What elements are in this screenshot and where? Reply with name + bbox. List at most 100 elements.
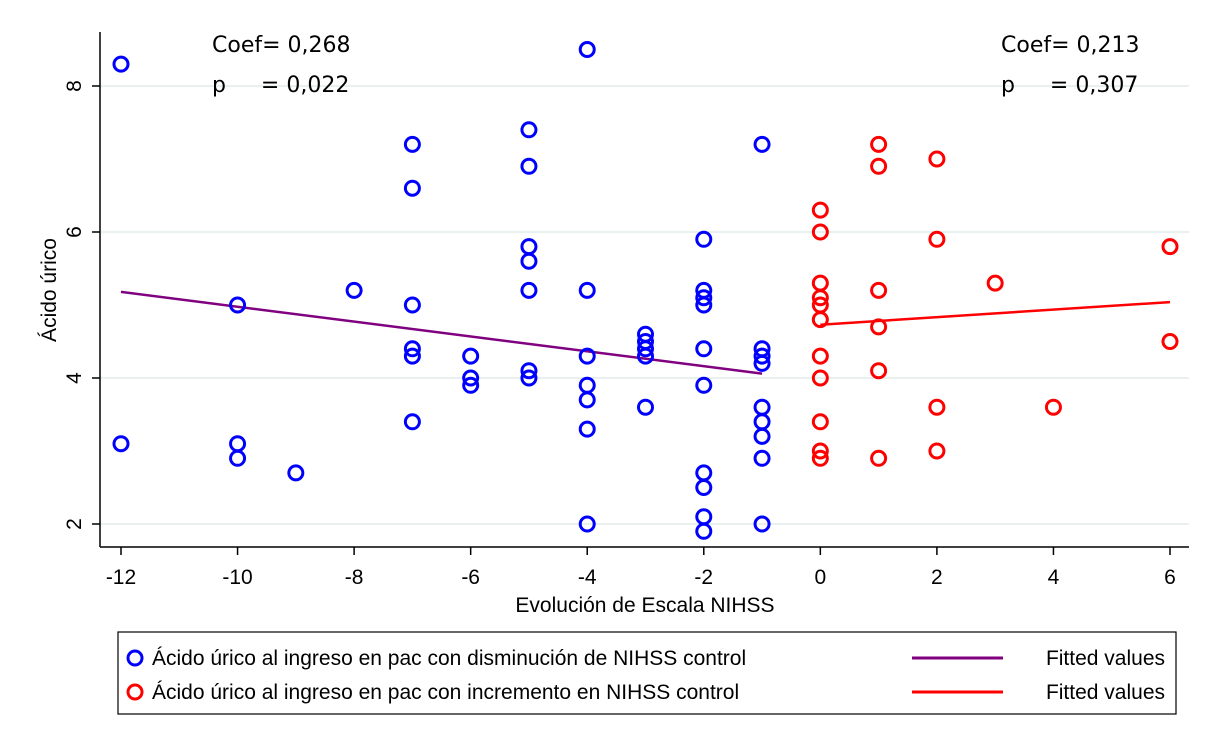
data-point-series-1-10: [403, 340, 421, 358]
data-point-series-2-10: [811, 449, 829, 467]
data-point-series-2-16: [870, 449, 888, 467]
data-point-series-2-18: [928, 230, 946, 248]
data-point-series-1-16: [520, 121, 538, 139]
y-tick-label-1: 4: [63, 372, 86, 384]
data-point-series-2-20: [928, 442, 946, 460]
data-point-series-1-45: [753, 135, 771, 153]
data-point-series-1-47: [753, 347, 771, 365]
data-point-series-1-25: [578, 347, 596, 365]
data-point-series-2-22: [1044, 398, 1062, 416]
data-point-series-2-8: [811, 413, 829, 431]
x-tick-label-4: -4: [578, 566, 597, 589]
legend-label-fit-1: Fitted values: [1046, 647, 1165, 670]
x-axis-title: Evolución de Escala NIHSS: [515, 594, 774, 617]
left-coef-label: Coef= 0,268: [212, 33, 351, 58]
data-point-series-2-24: [1161, 333, 1179, 350]
data-point-series-1-11: [403, 347, 421, 365]
data-point-series-1-32: [637, 340, 654, 358]
data-point-series-1-42: [695, 479, 713, 496]
x-tick-label-0: -12: [106, 566, 136, 589]
y-axis-title: Ácido úrico: [38, 238, 61, 342]
data-point-series-1-35: [695, 230, 713, 248]
data-point-series-1-33: [637, 347, 654, 365]
right-p-label: p = 0,307: [1001, 73, 1138, 98]
data-point-series-2-0: [811, 201, 829, 219]
y-axis-ticks: 2 4 6 8: [63, 80, 100, 530]
x-tick-label-1: -10: [222, 566, 252, 589]
legend-label-series-1: Ácido úrico al ingreso en pac con dismin…: [152, 647, 746, 670]
data-point-series-2-9: [811, 442, 829, 460]
data-point-series-1-23: [578, 41, 596, 58]
data-point-series-1-27: [578, 391, 596, 409]
y-tick-label-2: 6: [63, 226, 86, 238]
data-point-series-1-0: [112, 55, 130, 73]
data-point-series-1-6: [345, 281, 363, 299]
data-point-series-2-15: [870, 362, 888, 380]
data-point-series-2-17: [928, 150, 946, 168]
x-tick-label-2: -8: [345, 566, 364, 589]
legend-marker-blue: [126, 649, 144, 667]
data-point-series-1-22: [520, 369, 538, 387]
data-point-series-1-5: [287, 464, 305, 482]
data-point-series-1-40: [695, 376, 713, 394]
data-point-series-1-19: [520, 252, 538, 270]
legend-marker-red: [126, 683, 144, 701]
data-point-series-1-13: [462, 347, 480, 365]
legend: Ácido úrico al ingreso en pac con dismin…: [117, 631, 1177, 715]
legend-label-series-2: Ácido úrico al ingreso en pac con increm…: [152, 681, 739, 704]
data-point-series-1-51: [753, 427, 771, 445]
data-point-series-1-20: [520, 281, 538, 299]
data-point-series-1-21: [520, 362, 538, 380]
fit-line-1: [120, 290, 763, 375]
data-point-series-2-21: [986, 274, 1004, 292]
x-tick-label-3: -6: [461, 566, 480, 589]
data-point-series-2-6: [811, 347, 829, 365]
data-point-series-2-11: [870, 135, 888, 153]
data-point-series-1-52: [753, 449, 771, 467]
legend-box: [117, 631, 1177, 715]
data-point-series-1-44: [695, 522, 713, 540]
left-p-label: p = 0,022: [212, 73, 349, 98]
data-point-series-2-1: [811, 223, 829, 241]
data-point-series-1-8: [403, 179, 421, 197]
data-point-series-1-15: [462, 376, 480, 394]
x-tick-label-6: 0: [814, 566, 826, 589]
y-tick-label-3: 8: [63, 80, 86, 92]
data-point-series-1-48: [753, 354, 771, 372]
data-point-series-1-34: [637, 398, 654, 416]
x-tick-label-5: -2: [694, 566, 713, 589]
data-point-series-1-39: [695, 340, 713, 358]
data-point-series-1-38: [695, 296, 713, 314]
data-point-series-2-23: [1161, 238, 1179, 256]
data-point-series-1-53: [753, 515, 771, 533]
data-point-series-1-24: [578, 281, 596, 299]
data-point-series-2-5: [811, 311, 829, 329]
data-point-series-2-14: [870, 318, 888, 336]
data-point-series-1-14: [462, 369, 480, 387]
legend-label-fit-2: Fitted values: [1046, 681, 1165, 704]
data-point-series-1-37: [695, 289, 713, 307]
data-point-series-1-2: [229, 296, 247, 314]
x-tick-label-7: 2: [931, 566, 943, 589]
data-point-series-2-12: [870, 157, 888, 175]
x-tick-label-8: 4: [1048, 566, 1060, 589]
data-point-series-1-4: [229, 449, 247, 467]
data-point-series-1-7: [403, 135, 421, 153]
data-point-series-2-13: [870, 281, 888, 299]
data-point-series-1-12: [403, 413, 421, 431]
data-points: [112, 41, 1179, 540]
data-point-series-1-1: [112, 435, 130, 453]
data-point-series-2-19: [928, 398, 946, 416]
x-axis-ticks: -12 -10 -8 -6 -4 -2 0 2 4 6: [106, 547, 1176, 589]
data-point-series-1-17: [520, 157, 538, 175]
right-coef-label: Coef= 0,213: [1001, 33, 1140, 58]
data-point-series-2-7: [811, 369, 829, 387]
data-point-series-1-29: [578, 515, 596, 533]
x-tick-label-9: 6: [1164, 566, 1176, 589]
data-point-series-2-3: [811, 289, 829, 307]
data-point-series-1-9: [403, 296, 421, 314]
y-tick-label-0: 2: [63, 518, 86, 530]
grid-lines: [101, 85, 1189, 525]
